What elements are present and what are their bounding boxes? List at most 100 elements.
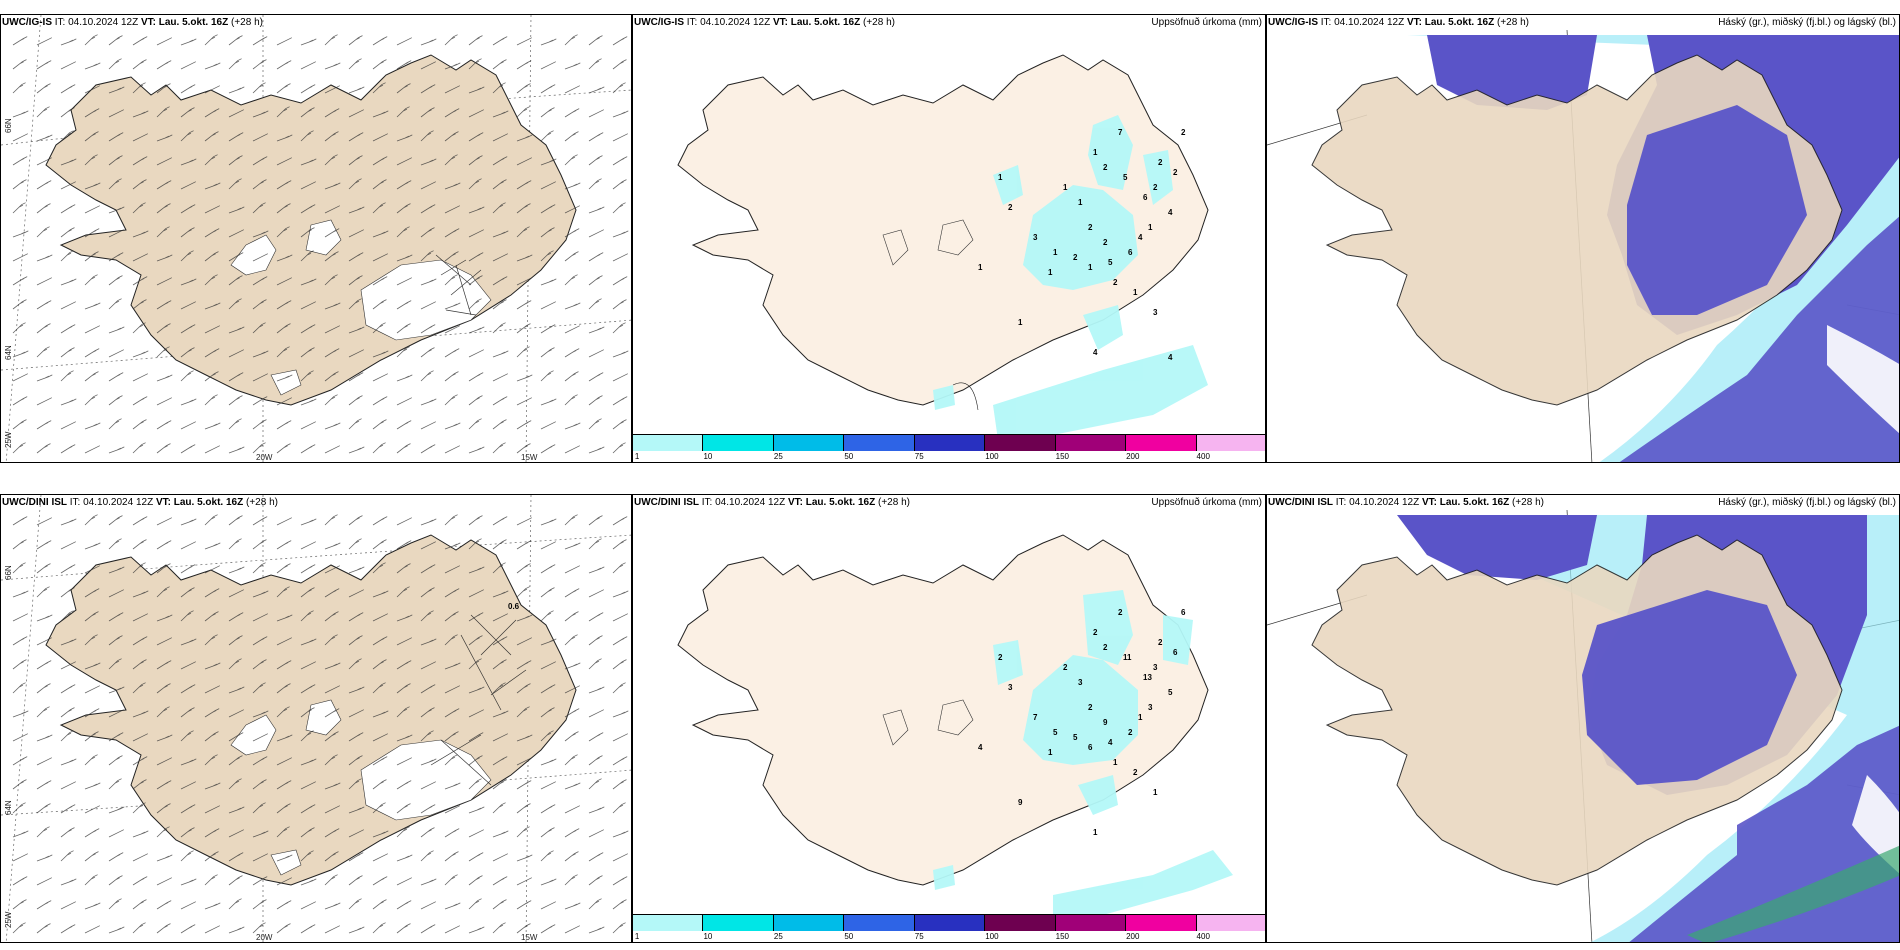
wind-barb [348,326,365,334]
wind-barb [564,34,578,46]
wind-barb [468,806,485,814]
precip-colorbar [633,434,1265,451]
wind-barb [180,324,196,334]
wind-barb [276,180,292,190]
wind-barb [180,541,196,550]
wind-barb [252,733,268,742]
wind-barb [516,134,533,142]
wind-barb [540,181,556,190]
wind-barb [324,851,339,862]
wind-barb [60,610,74,622]
wind-barb [612,922,626,934]
wind-barb [228,755,243,766]
wind-barb [132,659,147,670]
wind-barb [228,778,242,790]
wind-barb [588,829,604,838]
wind-barb [516,637,532,646]
wind-barb [612,59,627,70]
wind-barb [564,154,578,166]
precip-value: 1 [1153,788,1158,797]
wind-barb [348,515,363,526]
wind-barb [228,732,244,742]
wind-barb [612,299,627,310]
wind-barb [324,662,341,670]
wind-barb [84,708,100,718]
wind-barb [156,854,173,862]
wind-barb [444,542,461,550]
wind-barb [132,322,146,334]
wind-barb [36,134,53,142]
wind-barb [132,899,147,910]
colorbar-segment [1196,435,1265,451]
wind-barb [228,658,242,670]
wind-barb [468,132,484,142]
wind-barb [492,922,506,934]
colorbar-segment [844,435,915,451]
wind-barb [60,301,76,310]
wind-barb [588,372,604,382]
colorbar-label: 100 [985,452,999,461]
wind-barb [372,373,388,382]
wind-barb [372,253,388,262]
wind-barb [12,202,26,214]
wind-barb [204,34,218,46]
wind-barb [372,396,388,406]
wind-barb [12,659,27,670]
wind-barb [180,518,197,526]
wind-barb [468,686,485,694]
wind-barb [12,110,29,118]
colorbar-segment [914,435,986,451]
wind-barb [12,853,28,862]
wind-barb [252,179,267,190]
colorbar-label: 50 [844,932,854,941]
wind-barb [252,82,266,94]
wind-barb [612,276,628,286]
wind-barb [492,756,508,766]
wind-barb [108,538,122,550]
wind-barb [156,374,173,382]
wind-barb [36,854,53,862]
wind-barb [36,323,51,334]
wind-barb [84,154,98,166]
wind-barb [276,540,292,550]
wind-barb [516,157,532,166]
wind-barb [492,562,506,574]
wind-barb [540,370,554,382]
wind-barb [588,732,604,742]
wind-barb [372,322,386,334]
precip-value: 4 [1168,353,1173,362]
wind-barb [108,829,124,838]
colorbar-label: 75 [914,452,924,461]
colorbar-label: 200 [1126,452,1140,461]
wind-barb [348,566,365,574]
wind-barb [372,110,389,118]
wind-barb [564,131,579,142]
wind-barb [444,348,460,358]
colorbar-segment [1055,915,1127,931]
wind-barb [228,132,244,142]
wind-barb [420,758,437,766]
wind-barb [228,58,242,70]
wind-barb [540,38,557,46]
lon-label: 25W [4,431,13,448]
wind-barb [420,38,437,46]
colorbar-segment [1196,915,1265,931]
wind-barb [108,566,125,574]
wind-barb [276,346,290,358]
wind-barb [300,827,315,838]
wind-barb [468,778,482,790]
wind-barb [204,874,218,886]
wind-barb [252,230,269,238]
wind-barb [204,611,219,622]
wind-barb [12,830,29,838]
precip-value: 2 [1113,278,1118,287]
wind-barb [468,635,483,646]
wind-barb [348,926,365,934]
wind-map [1,495,631,942]
wind-barb [12,922,26,934]
colorbar-segment [914,915,986,931]
wind-barb [36,900,52,910]
wind-barb [180,250,194,262]
wind-barb [348,852,364,862]
